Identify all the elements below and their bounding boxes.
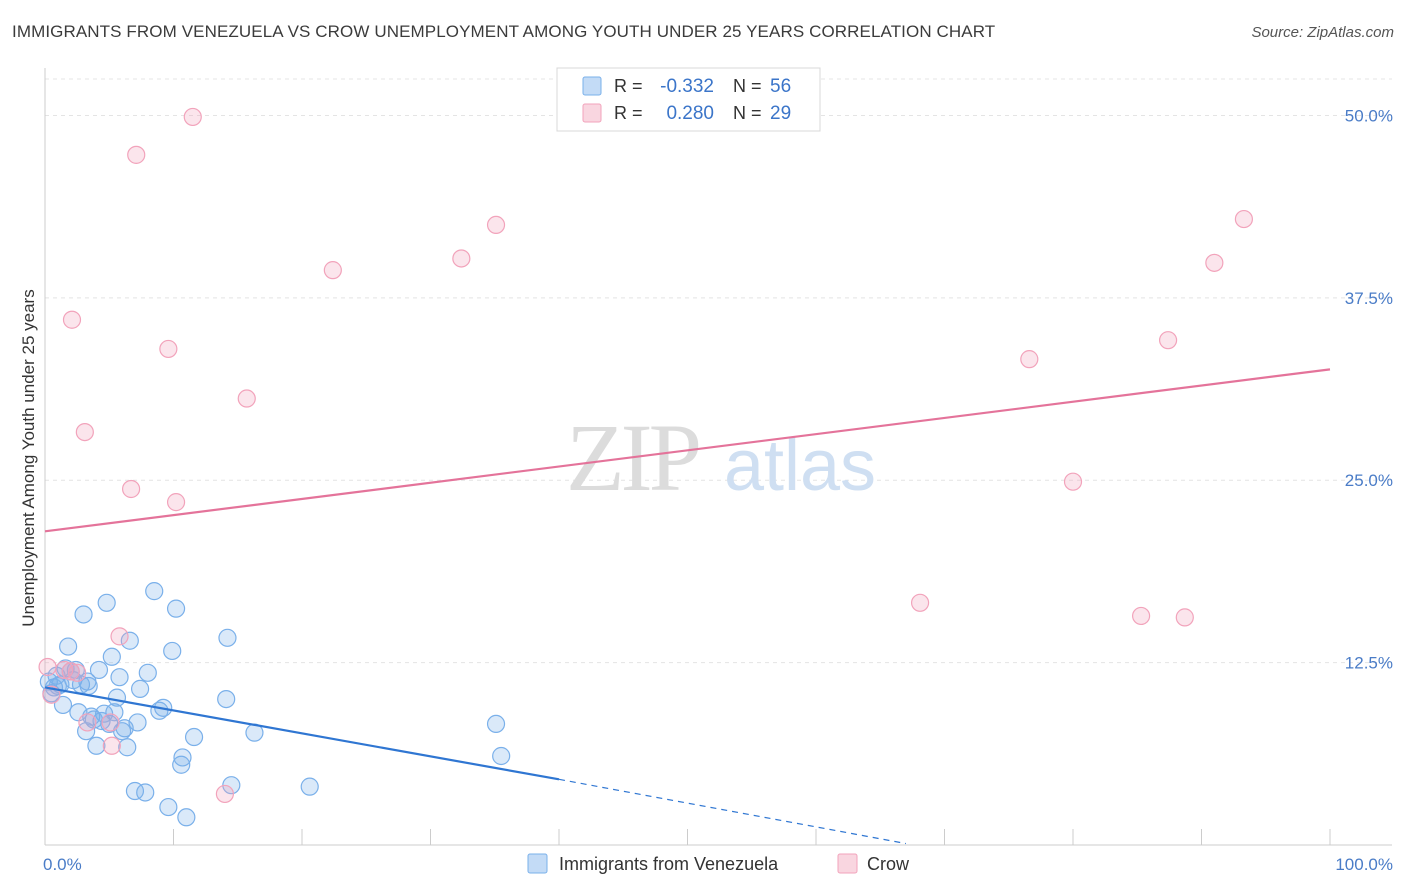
crow-point — [61, 662, 80, 681]
r-value: -0.332 — [660, 76, 714, 97]
venezuela-point — [163, 641, 182, 661]
venezuela-point — [136, 783, 155, 802]
y-tick-label: 50.0% — [1345, 106, 1393, 125]
crow-point — [166, 493, 186, 512]
grid-layer — [45, 78, 1392, 664]
crow-point — [101, 713, 120, 732]
crow-point — [38, 657, 57, 677]
venezuela-point — [128, 713, 147, 732]
crow-point — [75, 422, 94, 442]
crow-point — [215, 784, 234, 804]
r-value: 0.280 — [666, 103, 714, 124]
y-tick-label: 37.5% — [1345, 289, 1393, 308]
venezuela-point — [97, 593, 116, 612]
venezuela-point — [218, 628, 237, 647]
venezuela-point — [107, 688, 127, 707]
x-tick-label-max: 100.0% — [1335, 855, 1393, 874]
crow-point — [486, 215, 506, 235]
legend-venezuela-label: Immigrants from Venezuela — [559, 854, 779, 874]
crow-point — [68, 663, 87, 682]
crow-point — [42, 685, 61, 704]
n-label: N = — [733, 103, 762, 123]
crow-point — [159, 339, 178, 359]
trend-layer — [44, 368, 1331, 845]
venezuela-point — [102, 647, 121, 666]
crow-trend-line — [44, 368, 1331, 533]
venezuela-point — [300, 777, 319, 796]
crow-point — [62, 310, 82, 329]
venezuela-trend-line — [44, 686, 560, 781]
venezuela-point — [130, 679, 150, 698]
crow-point — [1020, 350, 1039, 369]
legend-layer: R = -0.332 N = 56 R = 0.280 N = 29 Immigrants fr… — [527, 67, 910, 874]
r-label: R = — [614, 76, 643, 96]
crow-point — [110, 627, 129, 646]
points-layer — [38, 107, 1254, 827]
axis-layer — [44, 68, 1392, 846]
venezuela-point — [53, 695, 73, 715]
venezuela-point — [59, 637, 78, 656]
venezuela-point — [74, 605, 93, 624]
r-label: R = — [614, 103, 643, 123]
crow-point — [1175, 608, 1194, 627]
source-credit: Source: ZipAtlas.com — [1251, 24, 1394, 41]
crow-point — [323, 261, 342, 280]
crow-point — [1063, 472, 1083, 491]
venezuela-point — [118, 738, 137, 757]
n-value: 56 — [770, 76, 791, 97]
n-label: N = — [733, 76, 762, 96]
venezuela-point — [177, 808, 196, 827]
venezuela-point — [184, 727, 204, 747]
crow-point — [1234, 209, 1254, 229]
y-axis-label: Unemployment Among Youth under 25 years — [19, 289, 38, 626]
crow-point — [452, 249, 471, 268]
venezuela-point — [145, 582, 164, 601]
x-tick-label-min: 0.0% — [43, 855, 82, 874]
venezuela-point — [138, 663, 157, 682]
venezuela-point — [120, 631, 139, 650]
watermark-layer: ZIPatlas — [566, 404, 876, 511]
crow-point — [910, 593, 930, 612]
legend-crow-swatch — [837, 853, 858, 874]
crow-point — [183, 107, 202, 127]
label-layer: 12.5% 25.0% 37.5% 50.0% 0.0% 100.0% Unemployme… — [19, 106, 1393, 874]
venezuela-point — [486, 714, 506, 733]
crow-point — [1132, 606, 1151, 626]
y-tick-label: 25.0% — [1345, 471, 1393, 490]
venezuela-point — [166, 599, 186, 618]
crow-point — [78, 713, 97, 732]
venezuela-point — [105, 703, 124, 722]
venezuela-point — [172, 755, 191, 774]
y-tick-label: 12.5% — [1345, 654, 1393, 673]
watermark-atlas: atlas — [724, 426, 876, 506]
venezuela-trend-extension — [558, 778, 907, 845]
venezuela-swatch — [582, 76, 602, 96]
crow-point — [127, 145, 146, 164]
crow-point — [121, 479, 141, 499]
legend-crow-label: Crow — [867, 854, 910, 874]
venezuela-point — [217, 689, 236, 709]
venezuela-point — [173, 748, 192, 767]
crow-point — [1205, 253, 1224, 272]
legend-venezuela-swatch — [527, 853, 548, 874]
n-value: 29 — [770, 103, 791, 124]
venezuela-point — [89, 660, 109, 680]
crow-point — [237, 389, 256, 408]
venezuela-point — [159, 797, 178, 817]
venezuela-point — [110, 668, 129, 687]
chart-title: IMMIGRANTS FROM VENEZUELA VS CROW UNEMPL… — [12, 22, 996, 41]
venezuela-point — [492, 746, 511, 766]
crow-point — [1158, 331, 1178, 350]
crow-swatch — [582, 103, 602, 123]
crow-point — [102, 736, 121, 755]
venezuela-point — [87, 736, 106, 755]
